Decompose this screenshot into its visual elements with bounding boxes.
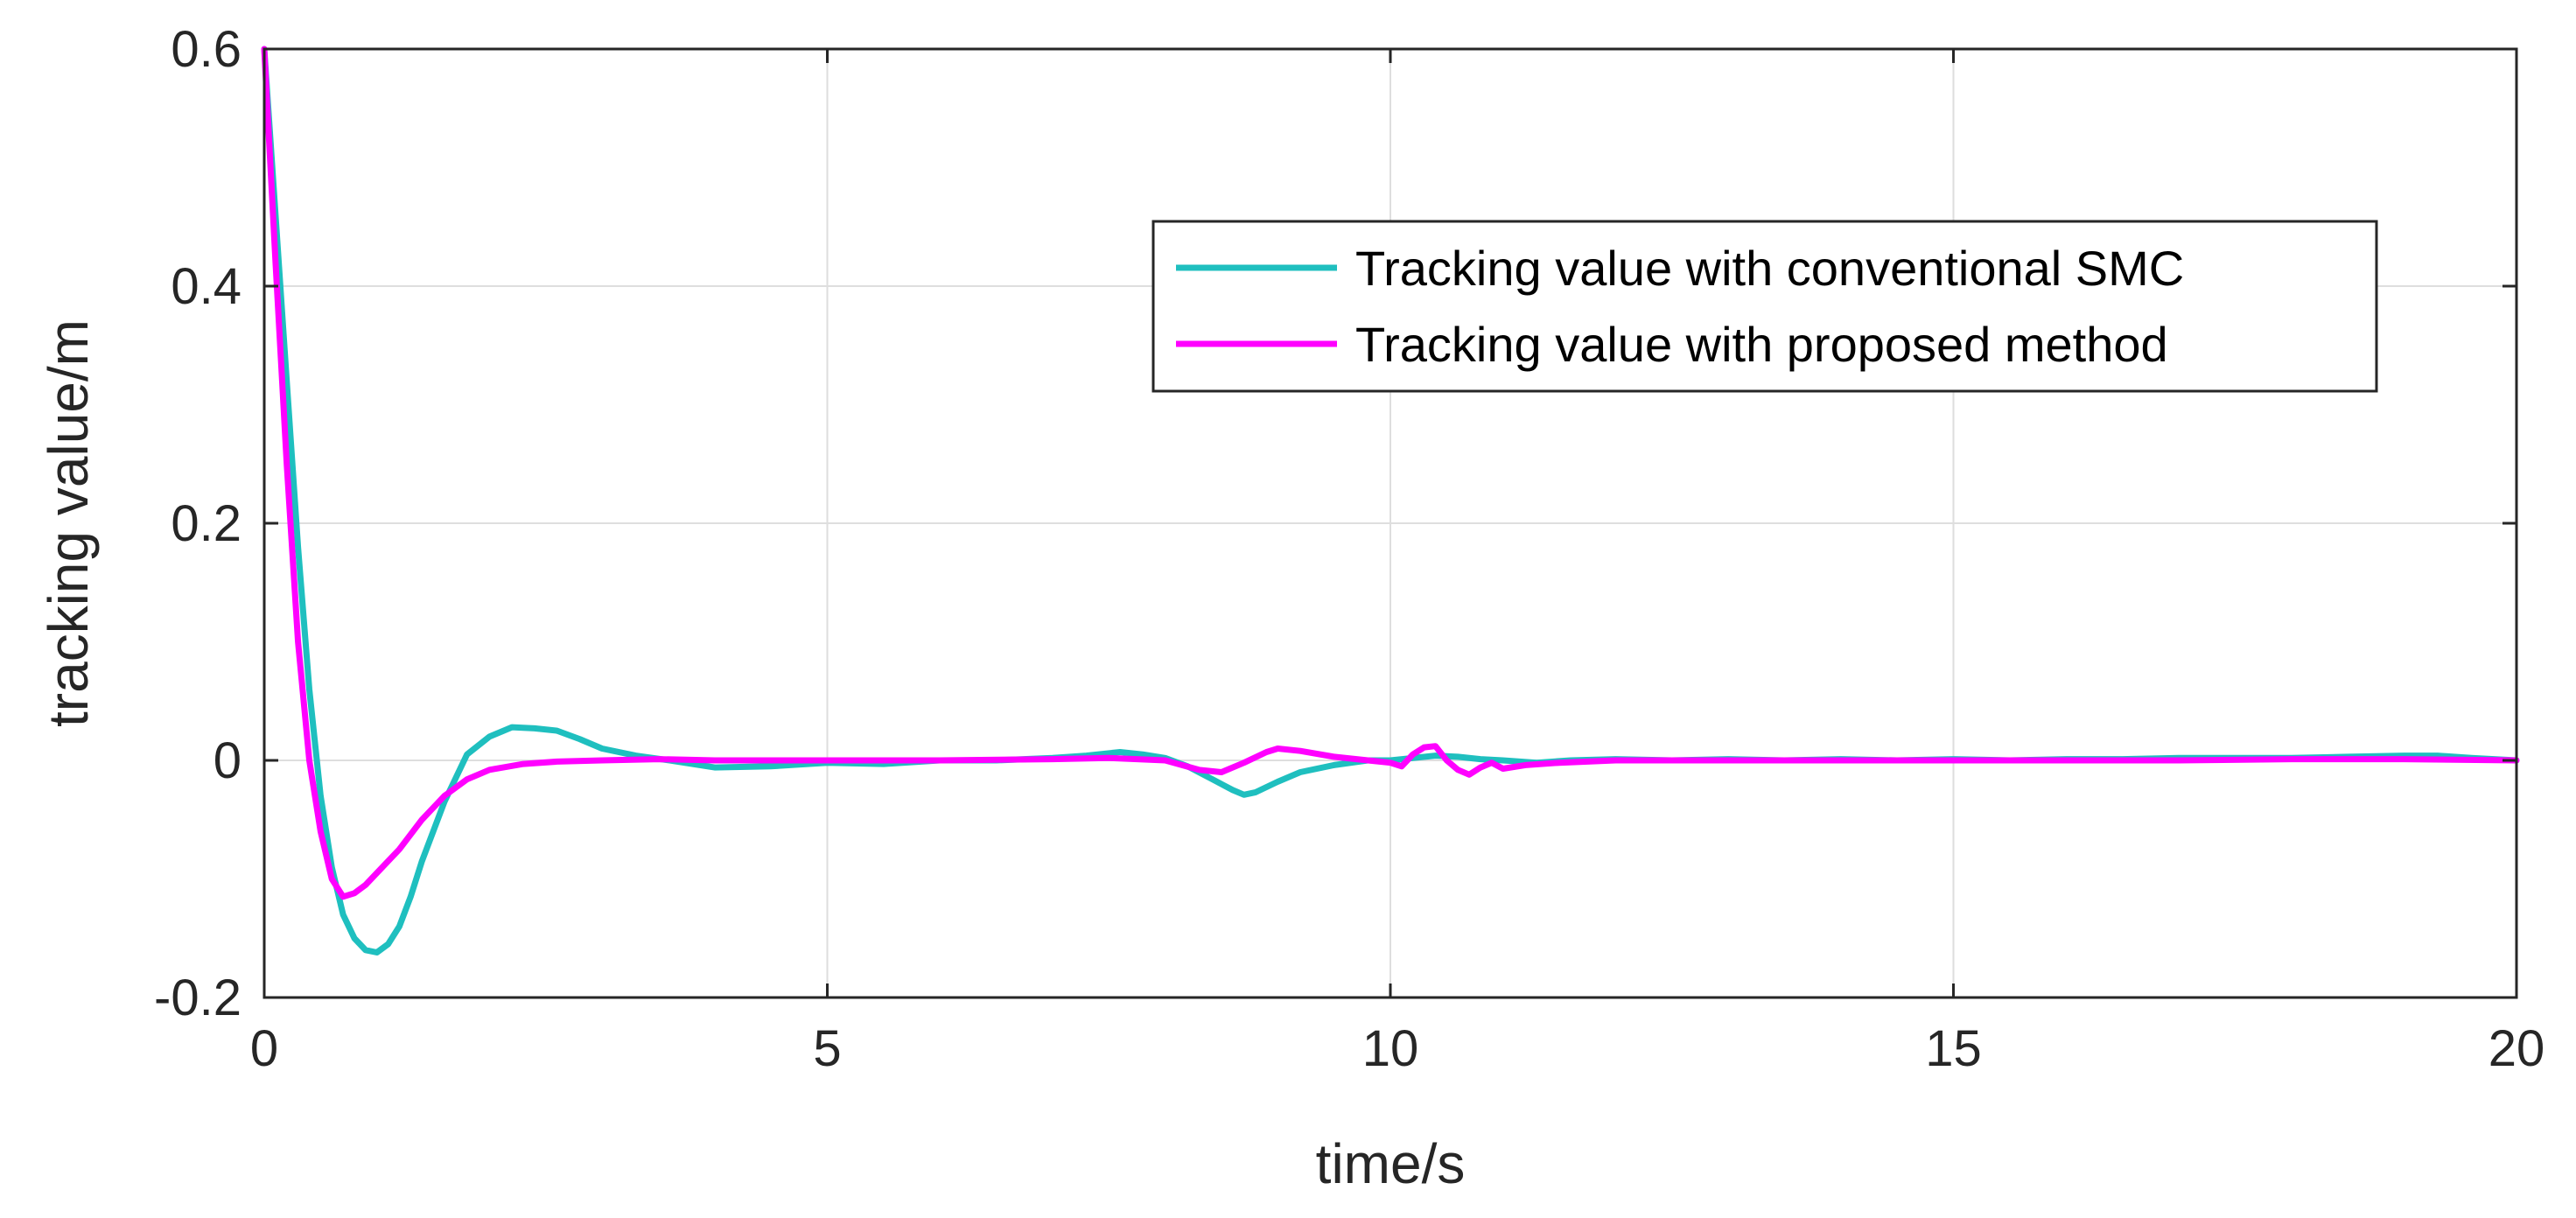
legend-label-conventional-smc: Tracking value with conventional SMC — [1355, 241, 2184, 296]
x-tick-labels: 0 5 10 15 20 — [250, 1020, 2544, 1077]
x-tick-label: 20 — [2488, 1020, 2545, 1077]
y-tick-label: -0.2 — [154, 970, 242, 1026]
legend-box — [1152, 220, 2378, 393]
y-tick-labels: -0.2 0 0.2 0.4 0.6 — [154, 21, 242, 1026]
series-line-proposed-method — [261, 46, 2520, 900]
y-tick-label: 0.4 — [171, 258, 242, 315]
x-axis-label: time/s — [1316, 1132, 1466, 1195]
y-tick-label: 0.6 — [171, 21, 242, 78]
series-layer — [261, 46, 2520, 956]
y-tick-label: 0 — [214, 732, 242, 789]
legend: Tracking value with conventional SMC Tra… — [1152, 220, 2378, 393]
tick-marks — [262, 47, 2518, 999]
x-tick-label: 5 — [813, 1020, 841, 1077]
x-tick-label: 0 — [250, 1020, 278, 1077]
y-axis-label: tracking value/m — [37, 319, 100, 727]
x-tick-label: 10 — [1362, 1020, 1419, 1077]
x-tick-label: 15 — [1925, 1020, 1982, 1077]
legend-label-proposed-method: Tracking value with proposed method — [1355, 317, 2168, 372]
y-tick-label: 0.2 — [171, 495, 242, 552]
